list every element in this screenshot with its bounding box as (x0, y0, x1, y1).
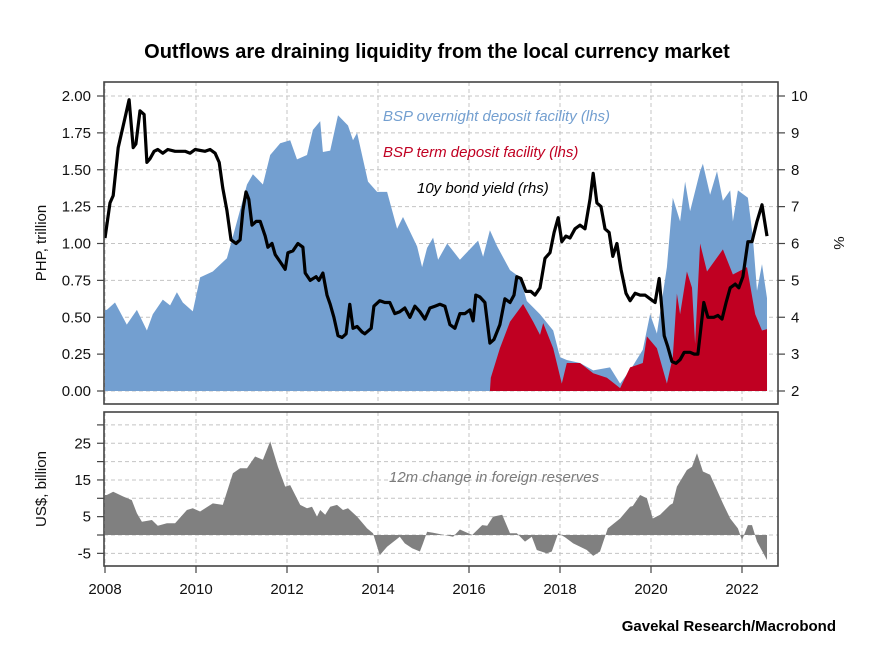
legend-bond-yield: 10y bond yield (rhs) (417, 180, 549, 197)
y-tick-label-left: 1.25 (62, 199, 91, 216)
x-tick-label: 2012 (270, 581, 303, 598)
y-tick-label-left: 0.00 (62, 383, 91, 400)
bottom-panel-frame (103, 411, 779, 567)
chart-title: Outflows are draining liquidity from the… (144, 41, 730, 63)
legend-overnight-deposit: BSP overnight deposit facility (lhs) (383, 108, 610, 125)
x-tick-label: 2022 (725, 581, 758, 598)
y-tick-label-right: 9 (791, 125, 799, 142)
bottom-panel-series (105, 441, 768, 560)
foreign-reserves-area (105, 441, 768, 560)
y-tick-label-bottom: 5 (83, 509, 91, 526)
y-tick-label-left: 1.00 (62, 236, 91, 253)
y-tick-label-right: 7 (791, 199, 799, 216)
legend-foreign-reserves: 12m change in foreign reserves (389, 469, 600, 486)
y-axis-label-left: PHP, trillion (33, 205, 50, 281)
y-tick-label-bottom: -5 (78, 545, 91, 562)
axes: 0.00 0.25 0.50 0.75 1.00 1.25 1.50 1.75 2.00 2 3 4 5… (62, 88, 808, 598)
y-tick-label-bottom: 25 (74, 435, 91, 452)
x-tick-label: 2008 (88, 581, 121, 598)
y-tick-label-right: 3 (791, 346, 799, 363)
y-axis-label-bottom: US$, billion (33, 451, 50, 527)
bond-yield-line (103, 98, 769, 365)
x-tick-label: 2014 (361, 581, 394, 598)
y-tick-label-left: 0.50 (62, 309, 91, 326)
overnight-deposit-area (105, 115, 768, 391)
y-tick-label-right: 8 (791, 162, 799, 179)
source-credit: Gavekal Research/Macrobond (622, 618, 836, 635)
x-tick-label: 2016 (452, 581, 485, 598)
y-tick-label-right: 2 (791, 383, 799, 400)
x-tick-label: 2020 (634, 581, 667, 598)
y-tick-label-right: 5 (791, 272, 799, 289)
y-tick-label-right: 10 (791, 88, 808, 105)
x-tick-label: 2010 (179, 581, 212, 598)
y-tick-label-left: 2.00 (62, 88, 91, 105)
y-tick-label-left: 0.75 (62, 272, 91, 289)
y-tick-label-left: 1.75 (62, 125, 91, 142)
legend-term-deposit: BSP term deposit facility (lhs) (383, 144, 578, 161)
x-tick-label: 2018 (543, 581, 576, 598)
y-tick-label-right: 4 (791, 309, 799, 326)
y-tick-label-left: 0.25 (62, 346, 91, 363)
y-tick-label-right: 6 (791, 236, 799, 253)
y-axis-label-right: % (830, 236, 847, 249)
y-tick-label-bottom: 15 (74, 472, 91, 489)
top-panel-series (103, 98, 769, 391)
y-tick-label-left: 1.50 (62, 162, 91, 179)
